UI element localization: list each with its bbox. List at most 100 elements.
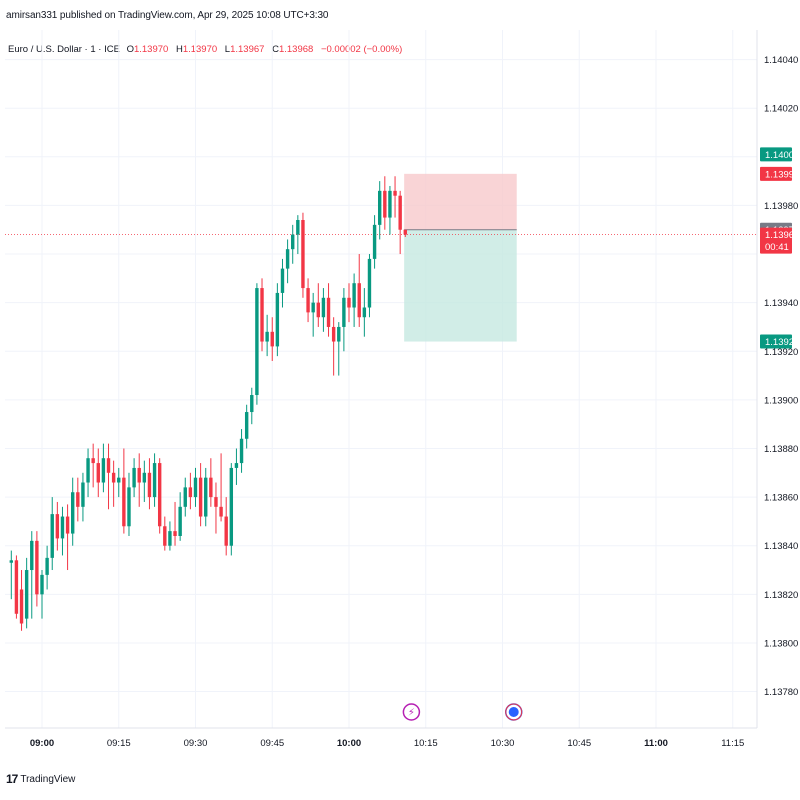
candle[interactable]: [193, 467, 198, 507]
candle[interactable]: [24, 557, 29, 629]
candle[interactable]: [30, 531, 34, 619]
candle[interactable]: [378, 181, 382, 240]
lightning-icon[interactable]: ⚡: [402, 703, 421, 721]
candle[interactable]: [71, 477, 75, 546]
candle[interactable]: [326, 283, 331, 337]
candle[interactable]: [260, 278, 264, 352]
candle[interactable]: [403, 229, 407, 238]
candle[interactable]: [50, 497, 54, 571]
candle[interactable]: [188, 472, 193, 510]
candle[interactable]: [81, 472, 85, 522]
candle[interactable]: [270, 317, 274, 361]
y-tick-label: 1.13880: [764, 444, 798, 455]
candle[interactable]: [347, 283, 351, 323]
high-label: H: [175, 44, 183, 55]
candle[interactable]: [45, 545, 49, 590]
event-markers[interactable]: ⚡: [402, 703, 523, 721]
candle[interactable]: [14, 555, 19, 619]
candle[interactable]: [255, 283, 259, 405]
candle[interactable]: [137, 453, 141, 507]
candle-body: [137, 467, 141, 483]
candle[interactable]: [296, 215, 300, 255]
candle[interactable]: [214, 482, 218, 534]
candle[interactable]: [91, 443, 95, 488]
candle[interactable]: [342, 288, 346, 352]
candle[interactable]: [183, 477, 187, 517]
candle[interactable]: [60, 506, 65, 556]
candle[interactable]: [19, 570, 24, 631]
candle[interactable]: [357, 254, 361, 327]
candle[interactable]: [157, 458, 162, 534]
candle[interactable]: [111, 460, 116, 507]
candle[interactable]: [372, 215, 377, 269]
candle[interactable]: [86, 448, 90, 498]
take-profit-zone[interactable]: [404, 229, 517, 342]
candle[interactable]: [316, 283, 320, 327]
candle[interactable]: [331, 317, 336, 376]
price-axis[interactable]: 1.140401.140201.139801.139401.139201.139…: [756, 30, 798, 728]
candle[interactable]: [367, 254, 372, 318]
position-tool[interactable]: [404, 173, 517, 342]
candles[interactable]: [9, 176, 407, 631]
candle[interactable]: [250, 387, 254, 425]
candle-body: [188, 487, 193, 498]
candle[interactable]: [362, 288, 367, 337]
symbol-name[interactable]: Euro / U.S. Dollar · 1 · ICE: [8, 44, 120, 55]
candle[interactable]: [244, 404, 249, 449]
candle[interactable]: [229, 463, 234, 556]
candle[interactable]: [152, 453, 157, 507]
candle[interactable]: [142, 460, 147, 502]
candle[interactable]: [352, 273, 356, 327]
candle[interactable]: [398, 190, 402, 255]
high-value: 1.13970: [182, 44, 218, 55]
candle[interactable]: [234, 448, 239, 485]
candle[interactable]: [291, 224, 295, 264]
candle[interactable]: [280, 258, 285, 308]
candle[interactable]: [198, 463, 203, 527]
candle[interactable]: [96, 448, 100, 498]
stop-loss-zone[interactable]: [404, 173, 517, 230]
candle[interactable]: [117, 467, 121, 498]
time-axis[interactable]: 09:00 09:15 09:30 09:45 10:00 10:15 10:30 10:45…: [5, 727, 757, 749]
globe-icon[interactable]: [504, 703, 523, 721]
candle[interactable]: [383, 176, 387, 230]
candle[interactable]: [9, 550, 13, 600]
candle[interactable]: [40, 570, 44, 619]
candle[interactable]: [178, 492, 182, 541]
candle[interactable]: [173, 501, 177, 546]
x-tick-label: 11:00: [644, 738, 668, 749]
candle[interactable]: [55, 501, 60, 551]
candle[interactable]: [35, 531, 39, 607]
candle[interactable]: [311, 292, 315, 337]
price-tag-label: 1.14001: [765, 150, 799, 161]
candle[interactable]: [132, 458, 136, 498]
candle[interactable]: [168, 521, 172, 551]
candle[interactable]: [204, 467, 208, 527]
candle[interactable]: [321, 288, 326, 332]
candle[interactable]: [285, 239, 290, 284]
candle[interactable]: [388, 185, 392, 235]
candle[interactable]: [393, 176, 397, 218]
candle[interactable]: [163, 516, 167, 551]
candle[interactable]: [101, 443, 106, 493]
candle[interactable]: [239, 429, 244, 473]
candle-body: [296, 220, 300, 235]
candle[interactable]: [127, 472, 131, 536]
candle[interactable]: [147, 458, 152, 510]
candle[interactable]: [265, 314, 269, 357]
candle-body: [372, 224, 377, 259]
candle[interactable]: [301, 212, 305, 298]
candle[interactable]: [224, 497, 228, 556]
candle[interactable]: [106, 443, 111, 510]
candle[interactable]: [76, 477, 80, 522]
candle[interactable]: [219, 453, 223, 522]
y-tick-label: 1.13940: [764, 298, 798, 309]
candle[interactable]: [65, 504, 70, 571]
candle[interactable]: [275, 283, 280, 357]
candle[interactable]: [306, 278, 310, 323]
candle[interactable]: [337, 322, 341, 376]
candle[interactable]: [209, 458, 213, 507]
candle[interactable]: [122, 448, 126, 534]
low-label: L: [224, 44, 231, 55]
